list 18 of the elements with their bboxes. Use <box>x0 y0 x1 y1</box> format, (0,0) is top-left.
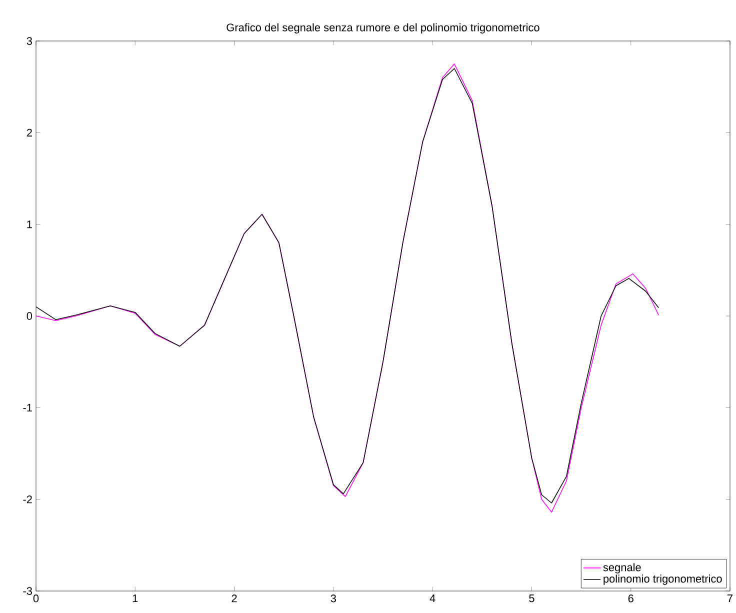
x-tick-label: 0 <box>33 594 39 602</box>
legend-label: segnale <box>603 563 641 574</box>
x-tick-label: 6 <box>628 594 634 602</box>
chart-title: Grafico del segnale senza rumore e del polinomio trigonometrico <box>226 23 540 34</box>
x-tick-label: 2 <box>232 594 237 602</box>
legend-label: polinomio trigonometrico <box>604 574 722 585</box>
y-tick-label: 0 <box>26 312 32 320</box>
x-tick-label: 4 <box>430 594 436 602</box>
y-tick-label: 2 <box>26 128 32 136</box>
x-tick-label: 7 <box>728 594 732 602</box>
x-tick-label: 1 <box>132 594 138 602</box>
y-tick-label: 3 <box>26 37 32 45</box>
y-tick-label: -2 <box>23 496 32 504</box>
y-tick-label: -3 <box>23 587 32 595</box>
x-tick-label: 3 <box>330 594 336 602</box>
y-tick-label: -1 <box>23 404 32 412</box>
x-tick-label: 5 <box>529 594 534 602</box>
y-tick-label: 1 <box>27 220 32 228</box>
